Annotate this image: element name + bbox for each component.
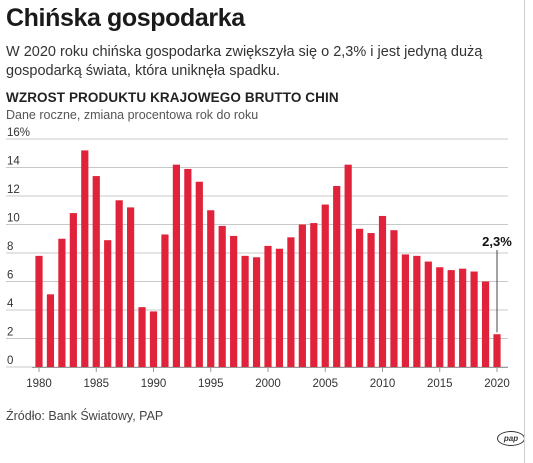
bar-1981 — [46, 294, 55, 367]
pap-logo: pap — [497, 431, 525, 446]
bar-2009 — [367, 233, 375, 367]
y-tick-label: 12 — [7, 184, 20, 196]
y-tick-label: 6 — [7, 270, 13, 282]
bar-1997 — [230, 235, 238, 367]
x-tick-label: 2000 — [255, 378, 281, 390]
x-axis-ticks: 1980 1985 1990 1995 2000 2005 2010 2015 2020 — [26, 367, 510, 390]
x-tick-label: 2015 — [427, 378, 453, 390]
bar-1992 — [172, 164, 180, 367]
bar-1996 — [218, 225, 226, 367]
bar-1986 — [104, 240, 112, 367]
bar-2013 — [413, 255, 421, 367]
bar-1994 — [195, 181, 203, 367]
bar-2019 — [481, 281, 490, 367]
bar-2001 — [275, 248, 284, 367]
bar-2018 — [470, 271, 478, 367]
chart-title: WZROST PRODUKTU KRAJOWEGO BRUTTO CHIN — [6, 90, 339, 105]
y-tick-label: 4 — [7, 298, 14, 310]
bar-2016 — [447, 270, 455, 367]
x-tick-label: 2005 — [312, 378, 338, 390]
bar-chart: 16% 14 12 10 8 6 4 2 0 1980 1985 1990 1995 2000 2005 2… — [6, 127, 512, 390]
source-note: Źródło: Bank Światowy, PAP — [6, 409, 164, 423]
bar-2005 — [321, 204, 329, 367]
bar-1999 — [252, 257, 261, 367]
y-tick-label: 0 — [7, 355, 13, 367]
divider — [524, 0, 525, 463]
page-title: Chińska gospodarka — [6, 4, 245, 32]
bar-1995 — [207, 210, 215, 367]
bar-1988 — [127, 207, 135, 367]
bar-2020 — [493, 334, 501, 367]
annotation: 2,3% — [482, 234, 512, 333]
annotation-label: 2,3% — [482, 234, 512, 249]
bar-1983 — [69, 213, 77, 367]
bar-1985 — [92, 176, 100, 367]
bar-1991 — [161, 234, 169, 367]
bar-2003 — [298, 224, 306, 367]
bar-1993 — [184, 168, 192, 367]
y-tick-label: 16% — [7, 127, 30, 139]
bars — [35, 150, 501, 367]
bar-2012 — [401, 254, 409, 367]
x-tick-label: 1995 — [198, 378, 224, 390]
chart-subtitle: Dane roczne, zmiana procentowa rok do ro… — [6, 108, 259, 122]
bar-2007 — [344, 164, 352, 367]
bar-2008 — [356, 228, 364, 367]
bar-1989 — [138, 307, 146, 367]
y-axis-ticks: 16% 14 12 10 8 6 4 2 0 — [7, 127, 30, 367]
bar-2006 — [333, 186, 341, 367]
bar-1987 — [115, 200, 123, 367]
page-subtitle: W 2020 roku chińska gospodarka zwiększył… — [6, 44, 483, 79]
bar-2002 — [287, 237, 295, 367]
x-tick-label: 1980 — [26, 378, 52, 390]
bar-2015 — [436, 267, 444, 367]
x-tick-label: 1990 — [141, 378, 167, 390]
bar-1980 — [35, 255, 43, 367]
bar-2000 — [264, 245, 272, 367]
bar-2011 — [390, 230, 398, 367]
y-tick-label: 10 — [7, 213, 20, 225]
x-tick-label: 2010 — [370, 378, 396, 390]
bar-1982 — [58, 238, 66, 367]
bar-2004 — [310, 223, 318, 367]
bar-2014 — [424, 261, 432, 367]
bar-2010 — [378, 215, 387, 367]
y-tick-label: 14 — [7, 156, 20, 168]
x-tick-label: 2020 — [484, 378, 510, 390]
y-tick-label: 2 — [7, 327, 13, 339]
bar-1998 — [241, 255, 249, 367]
bar-2017 — [459, 268, 467, 367]
bar-1990 — [149, 311, 158, 367]
bar-1984 — [81, 150, 89, 367]
x-tick-label: 1985 — [83, 378, 109, 390]
y-tick-label: 8 — [7, 241, 13, 253]
